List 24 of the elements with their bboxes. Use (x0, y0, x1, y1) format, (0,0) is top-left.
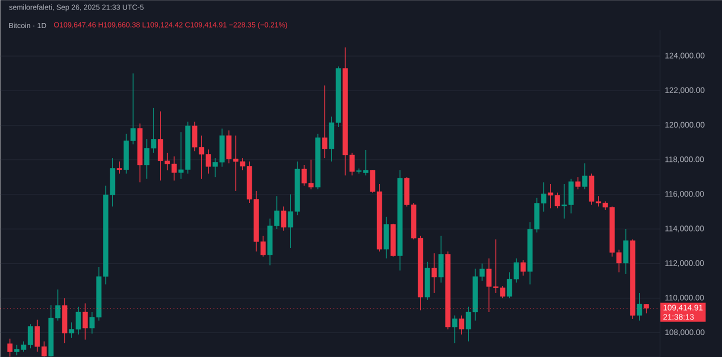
candlestick (7, 338, 13, 357)
candlestick (281, 206, 286, 231)
text: 21:38:13 (663, 314, 694, 320)
candlestick (322, 84, 328, 158)
candlestick (458, 314, 464, 335)
candlestick (636, 292, 642, 321)
candlestick (623, 228, 628, 274)
candlestick (452, 314, 458, 344)
y-tick-label: 116,000.00 (665, 190, 704, 198)
y-tick-label: 118,000.00 (665, 156, 704, 163)
y-tick-label: 114,000.00 (665, 226, 704, 232)
ref-line-label: 109,414.91 (664, 304, 703, 312)
candlestick (582, 162, 588, 190)
y-tick-label: 124,000.00 (665, 52, 704, 60)
candlestick (438, 235, 444, 283)
y-tick-label: 112,000.00 (665, 260, 704, 267)
y-tick-label: 108,000.00 (665, 329, 704, 336)
candlestick (575, 176, 581, 190)
y-tick-label: 122,000.00 (665, 87, 704, 94)
candlestick (116, 161, 122, 174)
candlestick (432, 252, 437, 294)
y-tick-label: 120,000.00 (665, 122, 704, 128)
y-tick-label: 110,000.00 (665, 294, 704, 302)
candlestick (520, 260, 526, 276)
